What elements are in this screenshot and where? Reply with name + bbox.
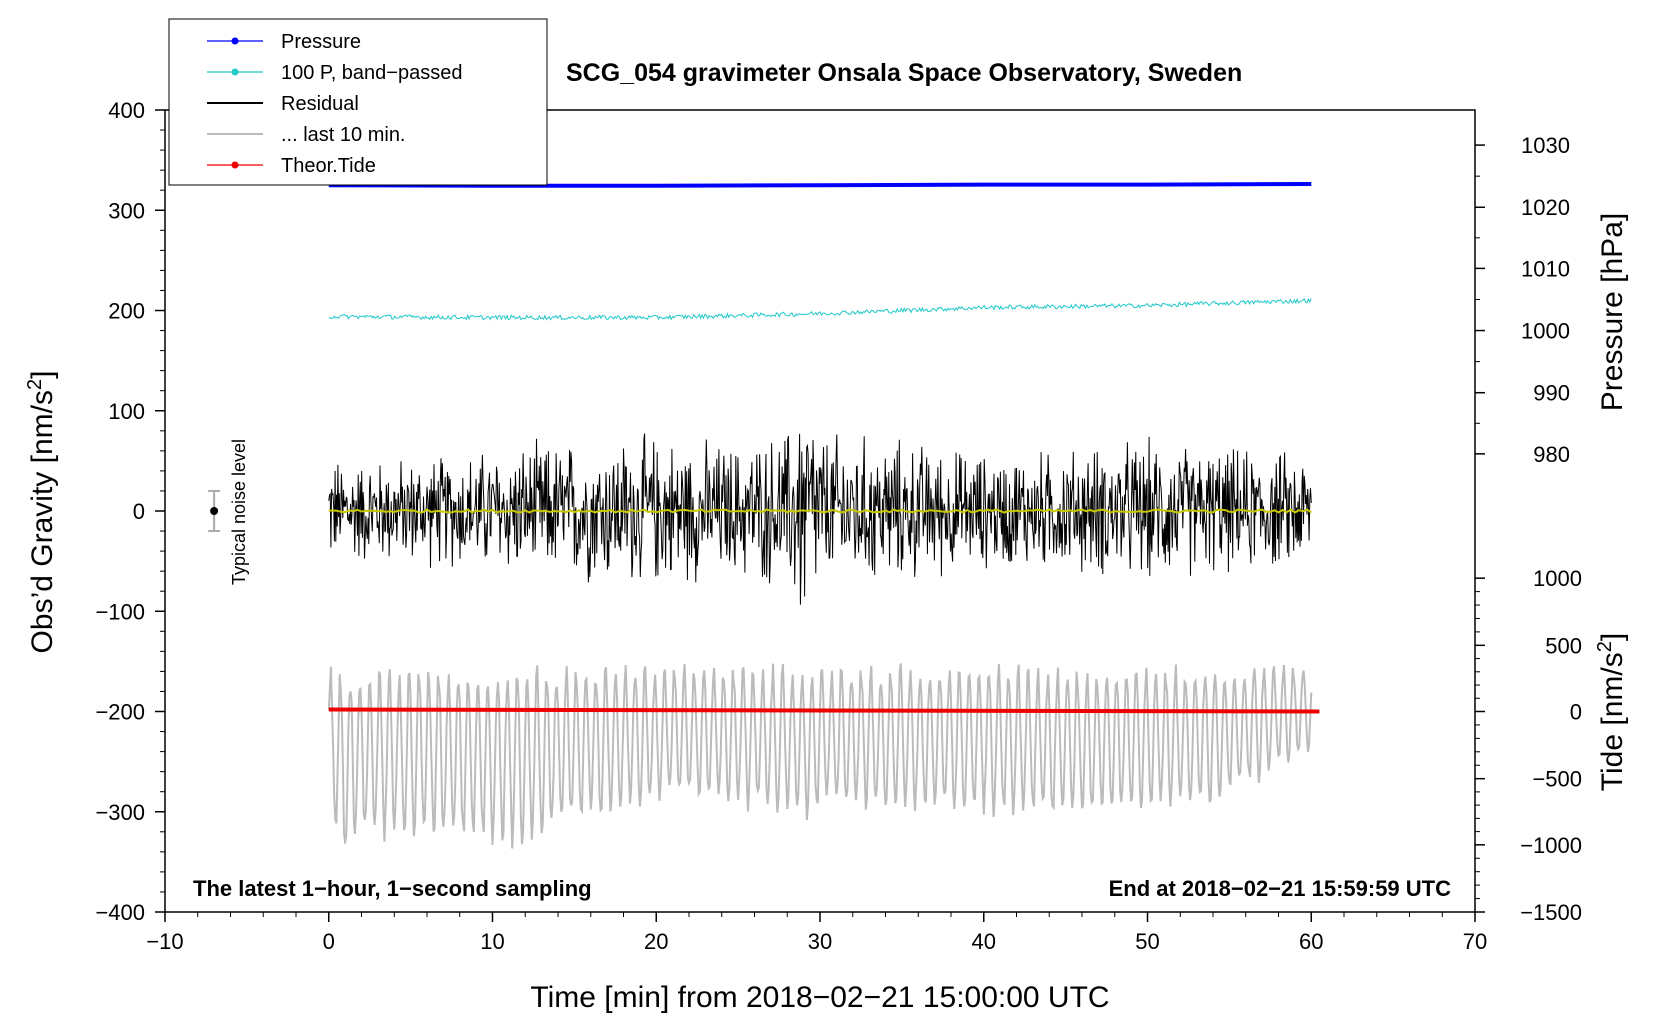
y-axis-title-pressure: Pressure [hPa]	[1596, 213, 1629, 411]
y-tick-label: −300	[95, 800, 145, 825]
legend-entries: Pressure 100 P, band−passed Residual ... la…	[207, 31, 462, 177]
legend-label: Residual	[281, 93, 359, 115]
x-tick-label: 20	[644, 929, 668, 954]
pressure-tick-label: 1030	[1521, 133, 1570, 158]
y-tick-label: 300	[108, 198, 145, 223]
x-tick-label: 70	[1463, 929, 1487, 954]
legend-label: Pressure	[281, 31, 361, 53]
ticks-layer: −10 0 10 20 30 40 50 60 704003002001000−100−200−…	[95, 98, 1582, 954]
tide-tick-label: 500	[1545, 633, 1582, 658]
tide-tick-label: −1000	[1520, 833, 1582, 858]
noise-label: Typical noise level	[229, 439, 249, 585]
pressure-line	[328, 182, 1312, 188]
pressure-tick-label: 1000	[1521, 319, 1570, 344]
tide-tick-label: 1000	[1533, 566, 1582, 591]
residual-mean-line	[328, 508, 1312, 514]
x-tick-label: 0	[323, 929, 335, 954]
x-tick-label: 40	[972, 929, 996, 954]
legend-entry: 100 P, band−passed	[207, 62, 462, 84]
y-axis-title-tide: Tide [nm/s2]	[1594, 633, 1629, 791]
pressure-tick-label: 990	[1533, 381, 1570, 406]
noise-dot	[210, 507, 219, 515]
tide-tick-label: −1500	[1520, 900, 1582, 925]
annotation-left: The latest 1−hour, 1−second sampling	[193, 876, 592, 901]
x-tick-label: 50	[1135, 929, 1159, 954]
legend-entry: Residual	[207, 93, 359, 115]
legend-marker	[231, 37, 239, 45]
band-passed-line	[328, 297, 1312, 321]
legend-label: Theor.Tide	[281, 155, 376, 177]
x-tick-label: 30	[808, 929, 832, 954]
pressure-tick-label: 1010	[1521, 256, 1570, 281]
y-tick-label: 0	[133, 499, 145, 524]
legend-label: ... last 10 min.	[281, 124, 406, 146]
legend-entry: ... last 10 min.	[207, 124, 406, 146]
x-tick-label: 60	[1299, 929, 1323, 954]
tide-tick-label: −500	[1532, 767, 1582, 792]
last-10-min-line	[327, 663, 1313, 849]
noise-indicator: Typical noise level	[208, 439, 249, 585]
legend-label: 100 P, band−passed	[281, 62, 462, 84]
series-layer	[327, 182, 1320, 849]
pressure-tick-label: 980	[1533, 442, 1570, 467]
x-tick-label: −10	[146, 929, 183, 954]
pressure-tick-label: 1020	[1521, 195, 1570, 220]
legend: Pressure 100 P, band−passed Residual ... la…	[168, 18, 548, 186]
annotation-right: End at 2018−02−21 15:59:59 UTC	[1109, 876, 1452, 901]
tide-tick-label: 0	[1570, 700, 1582, 725]
legend-marker	[231, 68, 239, 76]
y-tick-label: −100	[95, 599, 145, 624]
y-tick-label: 100	[108, 399, 145, 424]
legend-entry: Pressure	[207, 31, 361, 53]
tide-line	[328, 707, 1320, 714]
legend-entry: Theor.Tide	[207, 155, 376, 177]
y-tick-label: −200	[95, 700, 145, 725]
legend-marker	[231, 161, 239, 169]
y-axis-title-left: Obs’d Gravity [nm/s2]	[24, 371, 59, 654]
y-tick-label: 400	[108, 98, 145, 123]
residual-line	[328, 433, 1312, 605]
x-axis-title: Time [min] from 2018−02−21 15:00:00 UTC	[530, 981, 1109, 1014]
x-tick-label: 10	[480, 929, 504, 954]
y-tick-label: 200	[108, 299, 145, 324]
y-tick-label: −400	[95, 900, 145, 925]
chart-title: SCG_054 gravimeter Onsala Space Observat…	[566, 59, 1242, 87]
